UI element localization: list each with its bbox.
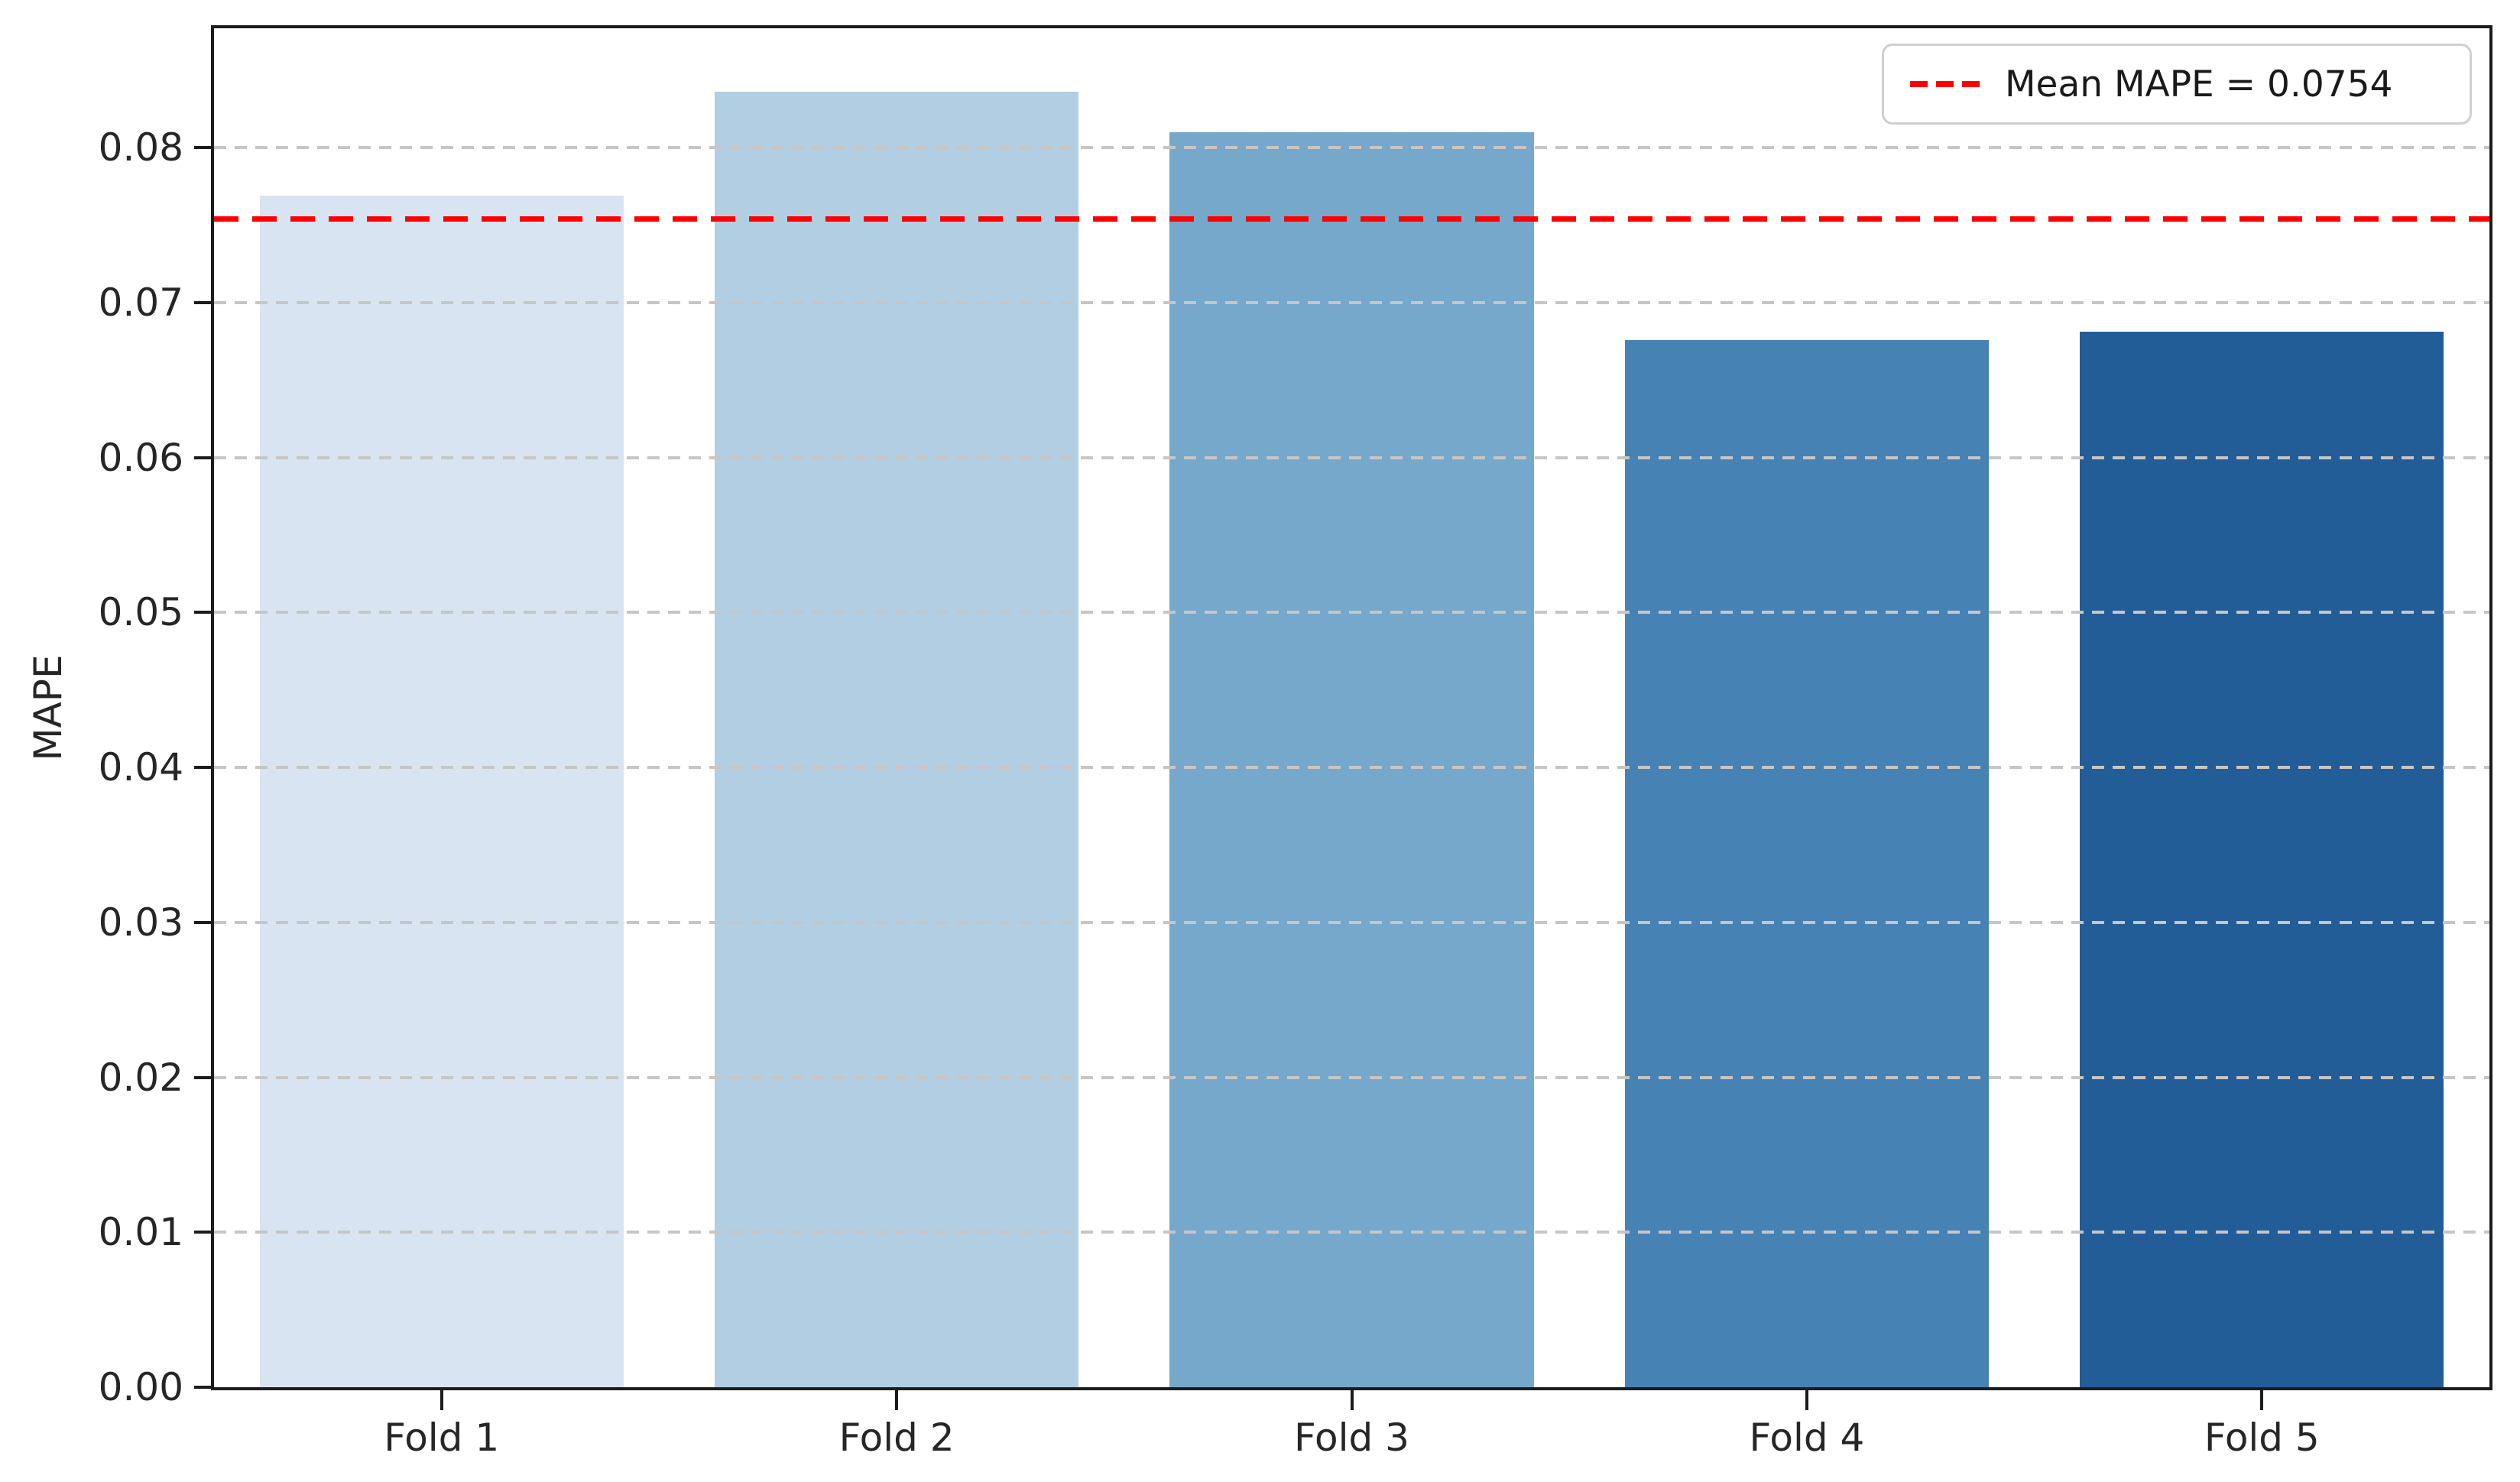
gridline-y-0.02	[214, 1075, 2489, 1079]
bar-fold-3	[1169, 131, 1534, 1387]
x-tick-mark-2	[895, 1390, 899, 1410]
x-tick-label-fold-5: Fold 5	[2204, 1416, 2320, 1460]
y-tick-label-0.04: 0.04	[98, 745, 183, 790]
y-tick-mark-0.04	[194, 766, 212, 770]
x-tick-label-fold-3: Fold 3	[1294, 1416, 1409, 1460]
legend-entry-label: Mean MAPE = 0.0754	[2005, 63, 2393, 105]
bar-fold-5	[2080, 332, 2444, 1387]
y-tick-label-0.00: 0.00	[98, 1365, 183, 1409]
plot-area	[211, 25, 2492, 1390]
y-tick-mark-0.02	[194, 1075, 212, 1079]
gridline-y-0.07	[214, 300, 2489, 304]
x-tick-mark-3	[1350, 1390, 1354, 1410]
gridline-y-0.01	[214, 1231, 2489, 1234]
gridline-y-0.08	[214, 146, 2489, 150]
y-tick-label-0.08: 0.08	[98, 125, 183, 170]
y-tick-label-0.07: 0.07	[98, 280, 183, 325]
y-tick-label-0.05: 0.05	[98, 590, 183, 635]
mean-line-legend-swatch-icon	[1910, 81, 1980, 87]
y-tick-mark-0.05	[194, 611, 212, 615]
gridline-y-0.05	[214, 611, 2489, 615]
bar-fold-1	[259, 195, 624, 1387]
y-tick-mark-0.07	[194, 300, 212, 304]
y-tick-label-0.01: 0.01	[98, 1210, 183, 1255]
x-tick-label-fold-4: Fold 4	[1749, 1416, 1865, 1460]
gridline-y-0.03	[214, 920, 2489, 924]
y-tick-label-0.06: 0.06	[98, 435, 183, 480]
gridline-y-0.04	[214, 766, 2489, 770]
legend-box: Mean MAPE = 0.0754	[1882, 44, 2472, 125]
x-tick-mark-1	[439, 1390, 443, 1410]
y-tick-mark-0.08	[194, 146, 212, 150]
x-tick-mark-5	[2260, 1390, 2264, 1410]
y-tick-mark-0.00	[194, 1386, 212, 1389]
x-tick-label-fold-1: Fold 1	[384, 1416, 500, 1460]
bar-fold-4	[1624, 339, 1990, 1387]
y-tick-label-0.03: 0.03	[98, 900, 183, 945]
x-tick-label-fold-2: Fold 2	[838, 1416, 955, 1460]
y-tick-label-0.02: 0.02	[98, 1055, 183, 1100]
gridline-y-0.06	[214, 456, 2489, 459]
x-tick-mark-4	[1805, 1390, 1808, 1410]
bar-fold-2	[714, 92, 1079, 1387]
y-tick-mark-0.06	[194, 456, 212, 459]
mean-mape-line	[214, 216, 2489, 222]
y-tick-mark-0.01	[194, 1231, 212, 1234]
y-tick-mark-0.03	[194, 920, 212, 924]
